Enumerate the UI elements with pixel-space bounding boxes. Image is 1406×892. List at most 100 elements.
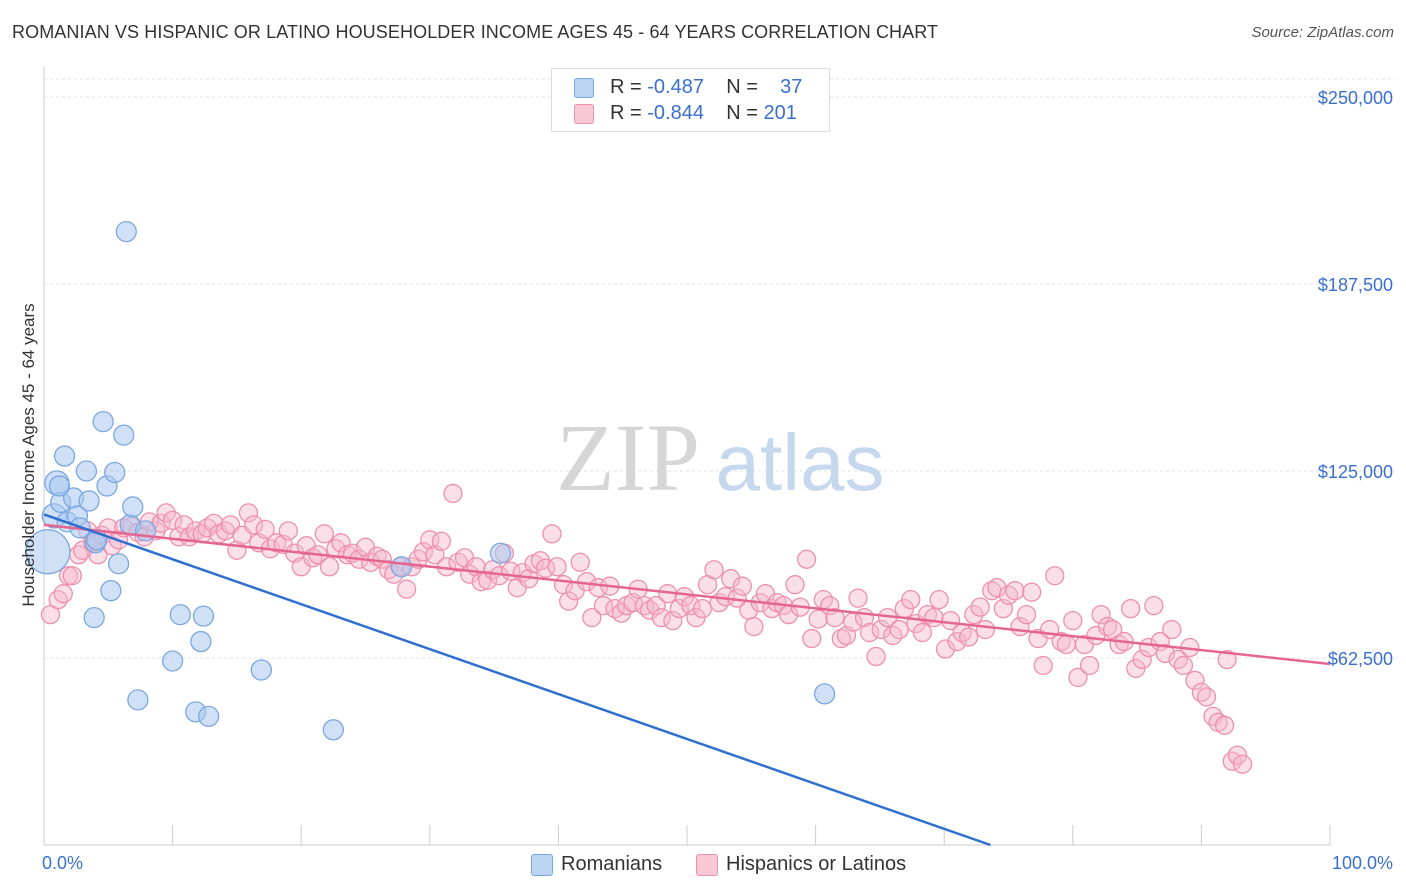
data-point-hispanics <box>704 560 724 580</box>
data-point-hispanics <box>825 607 845 628</box>
data-point-hispanics <box>542 524 562 544</box>
data-point-hispanics <box>796 549 817 569</box>
data-point-romanians <box>83 606 105 629</box>
data-point-romanians <box>92 410 114 433</box>
data-point-hispanics <box>802 628 822 649</box>
data-point-hispanics <box>901 590 921 610</box>
data-point-romanians <box>53 445 76 467</box>
data-point-hispanics <box>940 610 961 631</box>
data-point-hispanics <box>1079 655 1100 676</box>
data-point-romanians <box>78 490 100 512</box>
data-point-hispanics <box>1144 595 1164 616</box>
data-point-hispanics <box>975 619 996 640</box>
data-point-hispanics <box>1068 667 1088 688</box>
data-point-hispanics <box>859 622 880 643</box>
data-point-hispanics <box>669 598 689 619</box>
series-hispanics-points <box>40 483 1253 774</box>
data-point-hispanics <box>156 503 176 523</box>
data-point-hispanics <box>947 631 967 652</box>
data-point-hispanics <box>929 590 949 610</box>
data-point-hispanics <box>169 527 189 547</box>
legend-r-value: -0.844 <box>647 102 704 124</box>
x-tick-label: 100.0% <box>1332 853 1393 873</box>
stats-legend: R = -0.487 N = 37 R = -0.844 N = 201 <box>551 68 830 132</box>
legend-r-value: -0.487 <box>647 76 704 98</box>
data-point-hispanics <box>238 503 259 523</box>
data-point-romanians <box>390 556 413 578</box>
trend-lines <box>43 513 1331 847</box>
bottom-legend-label: Hispanics or Latinos <box>726 853 907 875</box>
watermark-atlas: atlas <box>716 418 885 507</box>
legend-swatch-pink <box>574 104 594 124</box>
data-point-hispanics <box>732 576 752 596</box>
data-point-hispanics <box>413 542 434 562</box>
data-point-romanians <box>192 605 215 627</box>
legend-n-label: N = <box>726 76 764 98</box>
data-point-hispanics <box>721 569 741 589</box>
y-tick-label: $125,000 <box>1318 462 1393 482</box>
data-point-hispanics <box>1021 582 1042 602</box>
data-point-romanians <box>250 659 272 681</box>
data-point-hispanics <box>1016 604 1037 625</box>
legend-n-label: N = <box>726 102 764 124</box>
data-point-hispanics <box>1121 598 1141 619</box>
data-point-romanians <box>48 475 71 497</box>
data-point-hispanics <box>958 627 979 647</box>
data-point-hispanics <box>547 557 567 577</box>
data-point-romanians <box>127 689 149 711</box>
data-point-hispanics <box>53 584 73 604</box>
data-point-hispanics <box>1056 634 1077 655</box>
data-point-hispanics <box>1162 619 1182 640</box>
data-point-hispanics <box>431 531 452 551</box>
data-point-hispanics <box>681 595 701 616</box>
data-point-hispanics <box>848 588 868 608</box>
legend-r-label: R = <box>610 76 648 98</box>
data-point-romanians <box>104 461 126 484</box>
data-point-hispanics <box>204 513 224 534</box>
y-tick-label: $187,500 <box>1318 275 1393 295</box>
data-point-hispanics <box>62 566 82 586</box>
data-point-romanians <box>115 220 137 243</box>
data-point-hispanics <box>1217 649 1237 670</box>
data-point-hispanics <box>1097 616 1118 637</box>
data-point-romanians <box>100 580 122 602</box>
data-point-hispanics <box>319 557 340 577</box>
data-point-hispanics <box>314 524 334 544</box>
data-point-hispanics <box>255 519 275 539</box>
data-point-hispanics <box>1045 566 1065 586</box>
data-point-hispanics <box>174 515 194 535</box>
y-tick-label: $250,000 <box>1318 88 1393 108</box>
data-point-hispanics <box>1033 655 1053 676</box>
trend-line-hispanics <box>43 523 1331 666</box>
data-point-hispanics <box>1005 581 1025 601</box>
data-point-hispanics <box>48 590 68 610</box>
data-point-hispanics <box>744 616 764 637</box>
data-point-hispanics <box>1227 745 1248 765</box>
data-point-hispanics <box>692 598 713 619</box>
trend-line-romanians <box>43 513 991 847</box>
data-point-hispanics <box>912 622 932 643</box>
data-point-romanians <box>161 650 184 672</box>
chart-source: Source: ZipAtlas.com <box>1251 24 1394 41</box>
legend-n-value: 201 <box>763 102 797 124</box>
legend-n-value: 37 <box>780 76 803 98</box>
data-point-hispanics <box>808 609 828 629</box>
data-point-hispanics <box>651 607 671 628</box>
data-point-hispanics <box>663 610 683 631</box>
series-romanians-points <box>25 220 836 741</box>
data-point-hispanics <box>924 607 944 628</box>
legend-swatch-blue <box>574 78 594 98</box>
data-point-hispanics <box>267 533 287 553</box>
bottom-legend-swatch-pink <box>696 854 718 876</box>
data-point-hispanics <box>559 591 579 611</box>
data-point-hispanics <box>970 597 990 617</box>
data-point-hispanics <box>935 639 956 659</box>
bottom-legend-label: Romanians <box>561 853 663 875</box>
data-point-hispanics <box>162 510 183 531</box>
data-point-hispanics <box>1185 670 1205 691</box>
data-point-hispanics <box>964 604 984 625</box>
data-point-hispanics <box>1132 649 1152 670</box>
data-point-romanians <box>122 496 144 518</box>
data-point-hispanics <box>1168 649 1188 670</box>
data-point-hispanics <box>646 595 666 616</box>
